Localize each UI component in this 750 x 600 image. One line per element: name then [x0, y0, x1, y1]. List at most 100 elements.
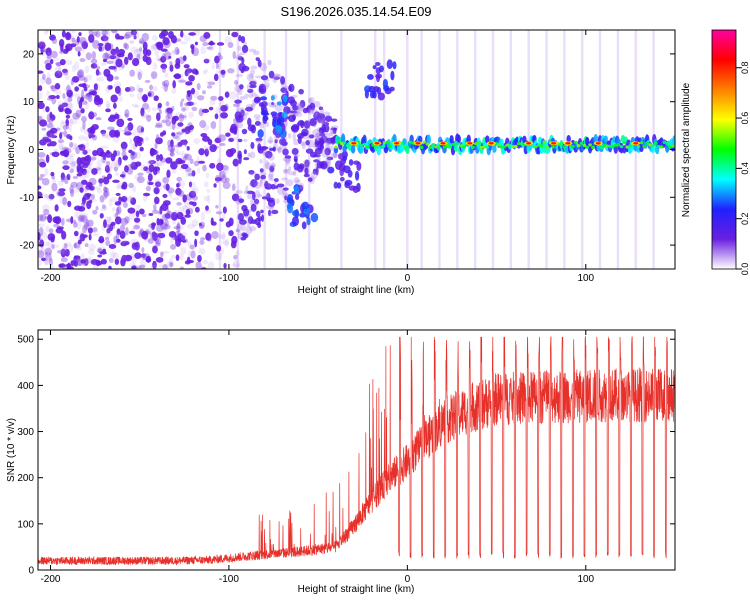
spectrogram-cell [84, 192, 92, 197]
spectrogram-cell [225, 148, 234, 158]
spectrogram-cell [120, 217, 129, 226]
spectrogram-cell [60, 257, 68, 263]
spectrogram-cell [65, 122, 70, 130]
spectrogram-cell [61, 30, 66, 38]
spectrogram-cell [245, 185, 249, 195]
spectrogram-cell [389, 86, 395, 92]
spectrogram-cell [127, 117, 133, 121]
spectrogram-cell [131, 103, 139, 108]
spectrogram-cell [45, 55, 50, 60]
spectrogram-cell [40, 77, 47, 85]
spectrogram-cell [189, 244, 195, 250]
spectrogram-cell [159, 250, 165, 256]
spectrogram-cell [231, 183, 236, 192]
spectrogram-cell [109, 55, 117, 60]
spectrogram-cell [175, 254, 180, 261]
spectrogram-cell [70, 260, 75, 267]
spectrogram-cell [285, 160, 290, 166]
spectrogram-cell [173, 225, 181, 230]
spectrogram-cell [258, 83, 266, 93]
spectrogram-cell [132, 30, 136, 33]
spectrogram-cell [327, 166, 335, 174]
colorbar-tick-label: 0.8 [740, 61, 750, 74]
spectrogram-cell [250, 141, 255, 150]
spectrogram-cell [656, 144, 661, 149]
spectrogram-cell [171, 221, 177, 225]
spectrogram-cell [249, 225, 257, 232]
spectrogram-cell [171, 105, 175, 112]
spectrogram-cell [151, 35, 158, 41]
spectrogram-cell [216, 162, 224, 172]
spectrogram-cell [275, 103, 283, 113]
spectrogram-cell [154, 124, 163, 129]
spectrogram-cell [190, 250, 196, 259]
spectrogram-cell [53, 88, 57, 94]
spectrogram-cell [665, 141, 669, 146]
spectrogram-cell [55, 227, 64, 234]
spectrogram-cell [170, 238, 174, 244]
spectrogram-cell [225, 221, 232, 228]
spectrogram-cell [159, 205, 163, 215]
spectrogram-cell [152, 245, 158, 254]
spectrogram-cell [87, 256, 92, 264]
spectrogram-cell [203, 58, 210, 64]
spectrogram-cell [76, 220, 82, 230]
spectrogram-cell [109, 251, 116, 259]
spectrogram-cell [135, 204, 141, 212]
spectrogram-cell [71, 64, 76, 73]
spectrogram-cell [238, 88, 243, 96]
spectrogram-cell [64, 101, 73, 110]
spectrogram-marks [38, 30, 675, 269]
spectrogram-cell [257, 129, 264, 139]
spectrogram-cell [201, 108, 210, 113]
spectrogram-cell [138, 208, 145, 215]
spectrogram-cell [374, 145, 378, 149]
spectrogram-cell [40, 247, 46, 257]
spectrogram-cell [240, 236, 247, 241]
spectrogram-cell [62, 149, 70, 158]
spectrogram-cell [254, 181, 262, 189]
spectrogram-cell [62, 160, 69, 165]
spectrogram-cell [107, 217, 112, 224]
spectrogram-cell [173, 73, 182, 80]
spectrogram-cell [250, 124, 257, 134]
spectrogram-cell [141, 253, 146, 258]
spectrogram-cell [127, 52, 133, 61]
spectrogram-cell [77, 236, 82, 240]
spectrogram-cell [211, 62, 215, 70]
spectrogram-cell [38, 214, 44, 222]
y-tick-label: 0 [28, 566, 34, 577]
spectrogram-cell [171, 88, 177, 94]
spectrogram-cell [628, 144, 632, 148]
spectrogram-cell [114, 258, 120, 266]
spectrogram-cell [79, 187, 84, 193]
spectrogram-cell [162, 263, 168, 269]
spectrogram-cell [193, 187, 199, 194]
spectrogram-cell [143, 166, 149, 172]
spectrogram-cell [161, 53, 167, 62]
spectrogram-cell [51, 37, 58, 44]
spectrogram-cell [71, 37, 76, 43]
spectrogram-cell [158, 154, 164, 162]
spectrogram-cell [257, 193, 263, 198]
spectrogram-cell [185, 168, 190, 178]
spectrogram-cell [98, 45, 103, 52]
spectrogram-cell [297, 182, 305, 190]
spectrogram-cell [312, 128, 320, 138]
spectrogram-cell [63, 95, 70, 103]
spectrogram-cell [102, 52, 110, 61]
spectrogram-cell [92, 209, 98, 215]
spectrogram-cell [203, 195, 210, 202]
spectrogram-cell [44, 247, 53, 256]
spectrogram-cell [173, 209, 181, 216]
spectrogram-cell [48, 228, 54, 234]
spectrogram-cell [207, 194, 211, 204]
spectrogram-cell [205, 205, 209, 211]
spectrogram-cell [172, 197, 180, 201]
spectrogram-cell [116, 52, 125, 58]
spectrogram-cell [274, 181, 278, 186]
spectrogram-cell [133, 151, 142, 159]
spectrogram-cell [160, 203, 169, 212]
spectrogram-cell [76, 36, 80, 43]
spectrogram-cell [282, 187, 289, 191]
